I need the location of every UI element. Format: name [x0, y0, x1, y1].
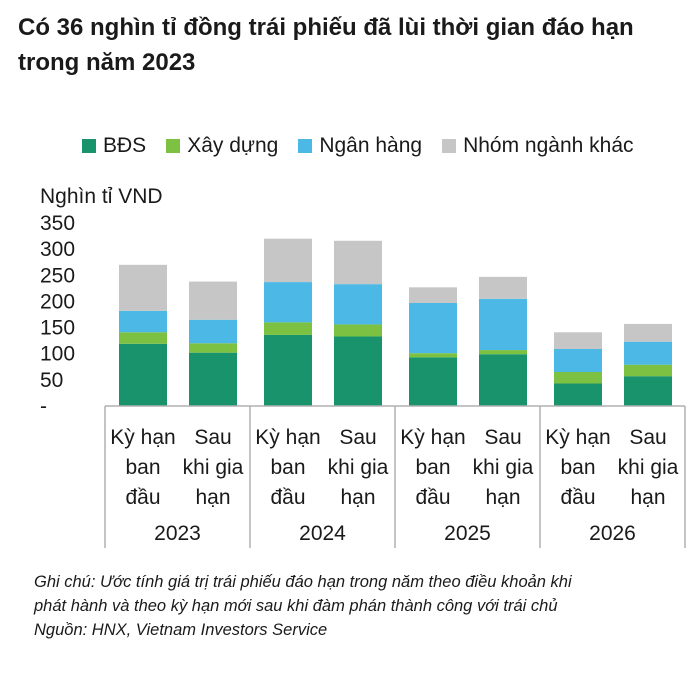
- x-group-label: 2025: [444, 522, 491, 545]
- bar-segment-xay-dung: [119, 332, 167, 344]
- bar-segment-ngan-hang: [409, 302, 457, 354]
- x-category-label: Sau: [194, 426, 231, 449]
- bar-segment-khac: [624, 323, 672, 342]
- bar-segment-ngan-hang: [554, 349, 602, 373]
- chart-title: Có 36 nghìn tỉ đồng trái phiếu đã lùi th…: [18, 14, 634, 76]
- bar-segment-ngan-hang: [479, 298, 527, 351]
- x-category-label: ban: [560, 456, 595, 479]
- bar-segment-xay-dung: [334, 324, 382, 337]
- x-category-label: Kỳ hạn: [545, 426, 610, 449]
- bar-segment-khac: [554, 332, 602, 350]
- x-category-label: Kỳ hạn: [255, 426, 320, 449]
- x-category-label: Sau: [629, 426, 666, 449]
- legend-item-khac: Nhóm ngành khác: [442, 134, 634, 158]
- bar-segment-xay-dung: [189, 343, 237, 353]
- legend-swatch-xay-dung: [166, 139, 181, 153]
- bar-segment-ngan-hang: [189, 319, 237, 344]
- bar-segment-bds: [119, 343, 167, 406]
- x-category-label: ban: [125, 456, 160, 479]
- bar-segment-ngan-hang: [119, 310, 167, 333]
- bar-segment-ngan-hang: [334, 284, 382, 325]
- legend-label-bds: BĐS: [103, 134, 147, 157]
- y-tick-label: 100: [40, 343, 75, 366]
- legend-swatch-bds: [82, 139, 96, 153]
- x-category-label: hạn: [195, 486, 230, 509]
- x-category-label: khi gia: [328, 456, 389, 479]
- y-tick-label: 350: [40, 212, 75, 235]
- y-axis-label: Nghìn tỉ VND: [40, 185, 163, 208]
- x-category-label: hạn: [630, 486, 665, 509]
- legend-item-bds: BĐS: [82, 134, 146, 158]
- chart-legend: BĐS Xây dựng Ngân hàng Nhóm ngành khác: [82, 134, 634, 158]
- legend-swatch-khac: [442, 139, 457, 153]
- x-category-label: Sau: [339, 426, 376, 449]
- note-line: Ghi chú: Ước tính giá trị trái phiếu đáo…: [34, 573, 572, 591]
- bar-segment-khac: [479, 276, 527, 299]
- x-category-label: ban: [270, 456, 305, 479]
- bar-segment-xay-dung: [554, 372, 602, 384]
- y-tick-label: 300: [40, 238, 75, 261]
- x-category-label: khi gia: [183, 456, 244, 479]
- x-category-label: khi gia: [618, 456, 679, 479]
- x-category-label: hạn: [485, 486, 520, 509]
- legend-label-ngan-hang: Ngân hàng: [319, 134, 423, 157]
- stacked-bar-chart: - 50 100 150 200 250 300 350 Kỳ hạn ban đầu Sau khi …: [40, 212, 686, 548]
- bar-segment-xay-dung: [479, 350, 527, 355]
- bar-segment-bds: [624, 376, 672, 406]
- x-category-label: Kỳ hạn: [400, 426, 465, 449]
- legend-swatch-ngan-hang: [298, 139, 313, 153]
- y-tick-label: 200: [40, 290, 75, 313]
- bar-segment-ngan-hang: [624, 341, 672, 365]
- bar-segment-khac: [189, 281, 237, 320]
- x-group-label: 2026: [589, 522, 636, 545]
- bar-segment-bds: [334, 336, 382, 406]
- bar-segment-bds: [409, 357, 457, 406]
- x-category-label: Kỳ hạn: [110, 426, 175, 449]
- y-tick-label: -: [40, 395, 47, 418]
- bar-segment-bds: [189, 352, 237, 406]
- source-line: Nguồn: HNX, Vietnam Investors Service: [34, 621, 328, 639]
- x-category-label: đầu: [415, 486, 450, 509]
- x-category-label: ban: [415, 456, 450, 479]
- bar-segment-khac: [264, 238, 312, 283]
- bar-segment-khac: [334, 240, 382, 285]
- legend-label-khac: Nhóm ngành khác: [463, 134, 634, 157]
- bar-segment-ngan-hang: [264, 282, 312, 323]
- x-category-label: hạn: [340, 486, 375, 509]
- x-category-label: đầu: [560, 486, 595, 509]
- y-tick-label: 150: [40, 317, 75, 340]
- legend-item-ngan-hang: Ngân hàng: [298, 134, 422, 158]
- y-tick-label: 250: [40, 264, 75, 287]
- bar-segment-khac: [119, 264, 167, 311]
- y-tick-label: 50: [40, 369, 63, 392]
- legend-label-xay-dung: Xây dựng: [187, 134, 279, 157]
- bar-segment-xay-dung: [264, 322, 312, 335]
- x-group-label: 2023: [154, 522, 201, 545]
- bar-segment-xay-dung: [409, 353, 457, 358]
- bar-segment-khac: [409, 287, 457, 303]
- bar-segment-bds: [264, 334, 312, 406]
- note-line: phát hành và theo kỳ hạn mới sau khi đàm…: [34, 597, 558, 615]
- bar-segment-xay-dung: [624, 364, 672, 377]
- legend-item-xay-dung: Xây dựng: [166, 134, 278, 158]
- x-category-label: khi gia: [473, 456, 534, 479]
- chart-note: Ghi chú: Ước tính giá trị trái phiếu đáo…: [34, 570, 674, 642]
- bar-segment-bds: [479, 354, 527, 406]
- x-category-label: đầu: [270, 486, 305, 509]
- x-category-label: Sau: [484, 426, 521, 449]
- bar-segment-bds: [554, 383, 602, 406]
- x-category-label: đầu: [125, 486, 160, 509]
- x-group-label: 2024: [299, 522, 346, 545]
